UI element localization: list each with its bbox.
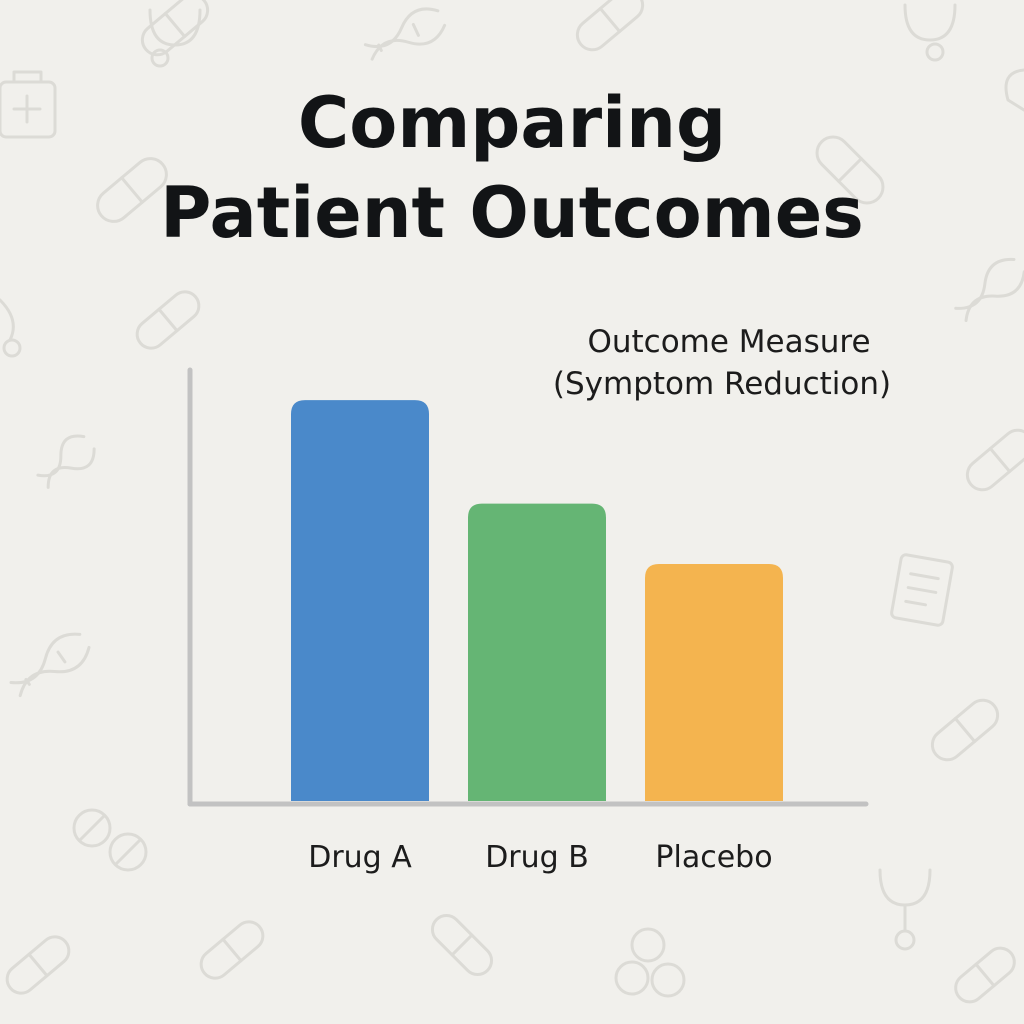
y-axis-label-line-1: Outcome Measure <box>587 324 870 360</box>
dna-icon <box>9 632 91 698</box>
x-tick-label-placebo: Placebo <box>655 840 772 875</box>
x-tick-label-drug-b: Drug B <box>485 840 589 875</box>
dna-icon <box>954 257 1024 323</box>
medical-bag-icon <box>1004 68 1024 112</box>
tablet-icon <box>614 927 686 998</box>
pill-icon <box>140 0 210 57</box>
x-tick-label-drug-a: Drug A <box>308 840 412 875</box>
pill-icon <box>96 157 168 223</box>
chart-title-line-2: Patient Outcomes <box>160 172 864 254</box>
dna-icon <box>36 434 96 489</box>
pill-icon <box>430 913 494 977</box>
stethoscope-icon <box>878 868 932 951</box>
chart-title-line-1: Comparing <box>297 82 727 164</box>
bar-drug-b <box>468 503 606 801</box>
clipboard-icon <box>890 553 954 627</box>
bar-drug-a <box>291 400 429 801</box>
pill-icon <box>815 135 885 205</box>
bars-group <box>291 400 783 801</box>
pill-icon <box>930 698 1000 762</box>
tablet-icon <box>72 808 148 872</box>
x-tick-labels: Drug A Drug B Placebo <box>308 840 772 875</box>
dna-icon <box>363 7 447 61</box>
stethoscope-icon <box>148 8 202 68</box>
chart-title: Comparing Patient Outcomes <box>0 78 1024 258</box>
pill-icon <box>575 0 645 52</box>
stethoscope-icon <box>0 298 22 358</box>
pill-icon <box>965 428 1024 492</box>
pill-icon <box>5 935 71 995</box>
stethoscope-icon <box>903 3 957 62</box>
pill-icon <box>199 920 265 980</box>
pill-icon <box>954 946 1016 1004</box>
bar-placebo <box>645 563 783 801</box>
y-axis-label-line-2: (Symptom Reduction) <box>553 366 891 402</box>
medical-bag-icon <box>0 70 57 139</box>
pill-icon <box>135 290 201 350</box>
